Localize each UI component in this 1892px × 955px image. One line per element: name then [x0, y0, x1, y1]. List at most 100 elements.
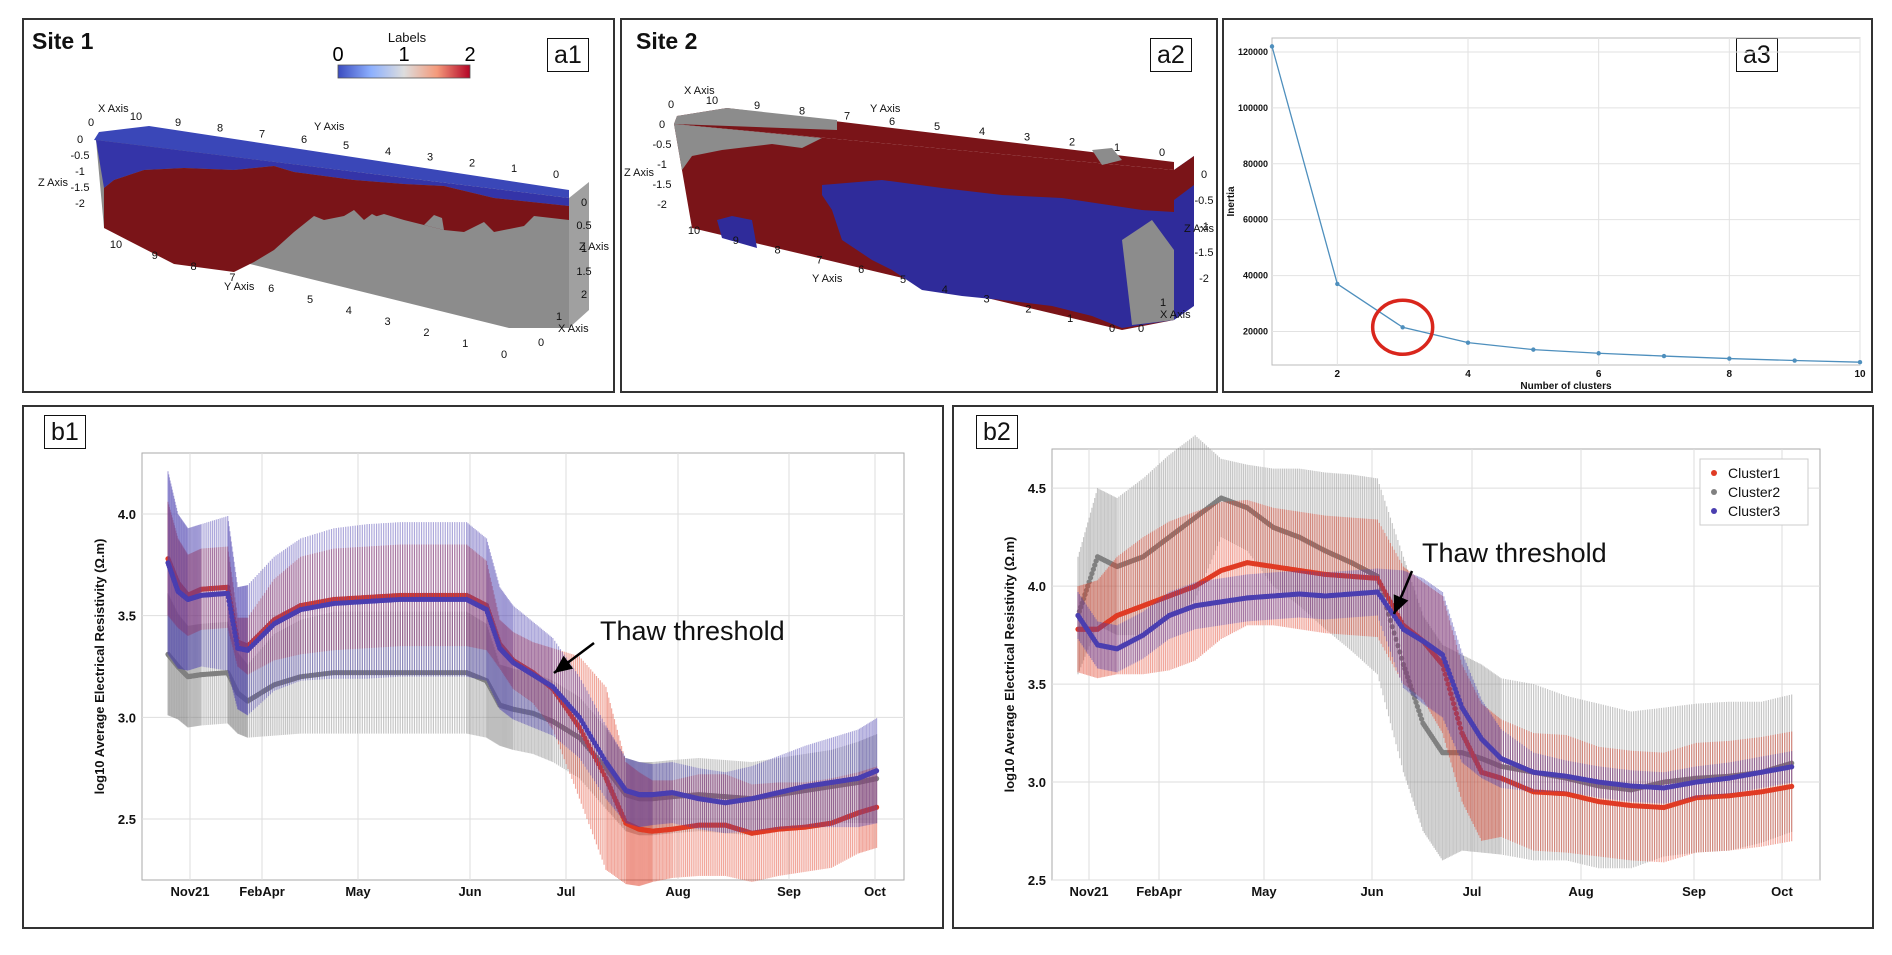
data-point: [231, 625, 237, 632]
axis-tick: 6: [268, 283, 274, 295]
axis-tick: 0: [553, 169, 559, 181]
data-point: [233, 637, 239, 643]
x-tick-label: 10: [1854, 369, 1866, 380]
data-point: [1402, 666, 1408, 672]
axis-tick: 10: [688, 225, 700, 237]
axis-tick: 0: [1109, 323, 1115, 335]
data-point: [1449, 696, 1455, 702]
panel-tag-a1: a1: [547, 38, 589, 72]
axis-tick: 1: [1067, 313, 1073, 325]
data-point: [1452, 705, 1458, 712]
data-point: [1403, 670, 1409, 676]
data-point: [873, 804, 880, 810]
data-point: [227, 602, 233, 608]
axis-tick: 8: [217, 123, 223, 135]
data-point: [1406, 678, 1412, 684]
data-point: [1335, 281, 1340, 287]
axis-tick: -1.5: [71, 182, 90, 194]
data-point: [225, 594, 232, 600]
layer-gray-side: [1122, 220, 1174, 325]
series-line: [1271, 46, 1861, 363]
axis-tick: -1: [657, 159, 667, 171]
data-point: [1085, 583, 1091, 589]
series-cluster3: [165, 471, 880, 834]
back-axis-ticks: 10 9 8 7 6 5 4 3 2 1 0: [130, 111, 559, 181]
x-tick-label: May: [345, 884, 371, 899]
data-point: [1448, 691, 1454, 697]
x-tick-label: Jun: [458, 884, 481, 899]
data-point: [1093, 558, 1099, 564]
axis-tick: -0.5: [653, 139, 672, 151]
x-tick-label: 2: [1335, 369, 1341, 380]
axis-tick: 0: [1138, 323, 1144, 335]
axis-tick: 9: [754, 100, 760, 112]
data-point: [1407, 682, 1414, 689]
axis-tick: 8: [775, 245, 781, 257]
axis-tick: 2: [581, 289, 587, 301]
axis-label-x: X Axis: [684, 85, 715, 97]
x-tick-label: May: [1251, 884, 1277, 899]
panel-a1: Site 1 a1 Labels 0 1 2 X Axis Y Axis: [22, 18, 615, 393]
axis-tick: 0: [538, 337, 544, 349]
data-point: [1789, 783, 1795, 789]
axis-tick: 5: [900, 274, 906, 286]
panel-a2: Site 2 a2 X Axis Y Axis Z Axis Y Axis Z …: [620, 18, 1218, 393]
layer-gray-patch: [1092, 148, 1122, 165]
axis-label-y-bottom: Y Axis: [812, 273, 843, 285]
data-point: [1417, 712, 1423, 718]
data-point: [1451, 701, 1457, 707]
data-point: [1400, 661, 1407, 668]
axis-tick: 4: [346, 305, 352, 317]
y-tick-label: 120000: [1238, 47, 1268, 57]
data-point: [873, 768, 880, 774]
axis-tick: 6: [301, 134, 307, 146]
axis-tick: 5: [307, 294, 313, 306]
axis-tick: 3: [427, 152, 433, 164]
elbow-highlight-circle: [1370, 298, 1435, 357]
data-point: [225, 584, 231, 590]
axis-label-z: Z Axis: [624, 167, 654, 179]
axis-tick: 3: [1024, 131, 1030, 143]
layer-blue-front: [717, 216, 757, 248]
data-point: [232, 629, 238, 636]
axis-label-y-top: Y Axis: [314, 121, 345, 133]
axis-tick: 3: [385, 316, 391, 328]
y-tick-label: 4.0: [118, 507, 136, 522]
axis-tick: 8: [799, 105, 805, 117]
colorbar-tick-1: 1: [398, 44, 409, 66]
x-tick-label: FebApr: [239, 884, 285, 899]
axis-label-z-right: Z Axis: [579, 241, 609, 253]
elbow-chart: 2 4 6 8 10 20000 40000 60000 80000 100000 120000 Nu…: [1226, 37, 1866, 392]
panel-a3: a3 2 4 6 8 10 20000 40000 60000 80000 100000 12000…: [1222, 18, 1873, 393]
axis-tick: 2: [423, 327, 429, 339]
axis-tick: -1.5: [653, 179, 672, 191]
z-axis-ticks: 0 -0.5 -1 -1.5 -2: [653, 119, 672, 211]
data-point: [1400, 325, 1405, 330]
axis-tick: 0: [659, 119, 665, 131]
data-point: [1389, 624, 1395, 630]
data-point: [229, 614, 235, 620]
data-point: [1087, 575, 1094, 581]
x-tick-label: Oct: [864, 884, 886, 899]
model-side-face: [569, 182, 589, 328]
data-point: [1079, 600, 1085, 606]
panel-b2: b2 2.5 3.0 3.5 4.0 4.5 Nov21 FebApr May Jun Jul Au…: [952, 405, 1874, 929]
data-point: [1413, 699, 1419, 705]
thaw-arrow-head: [554, 655, 574, 673]
data-point: [1393, 636, 1399, 642]
data-point: [1086, 579, 1092, 585]
data-point: [1398, 655, 1405, 661]
axis-tick: 10: [130, 111, 142, 123]
data-point: [1465, 340, 1471, 345]
axis-tick: 1: [556, 311, 562, 323]
axis-tick: 4: [942, 284, 948, 296]
axis-tick: 1: [462, 338, 468, 350]
axis-tick: -2: [75, 198, 85, 210]
data-point: [226, 598, 232, 604]
x-tick-label: Jul: [1463, 884, 1482, 899]
data-point: [1442, 671, 1448, 677]
right-axis-ticks: 0 0.5 1 1.5 2: [576, 197, 591, 301]
resistivity-chart-site2: 2.5 3.0 3.5 4.0 4.5 Nov21 FebApr May Jun Jul Aug Se…: [1002, 435, 1821, 899]
axis-tick: 7: [844, 111, 850, 123]
x-tick-label: FebApr: [1136, 884, 1182, 899]
